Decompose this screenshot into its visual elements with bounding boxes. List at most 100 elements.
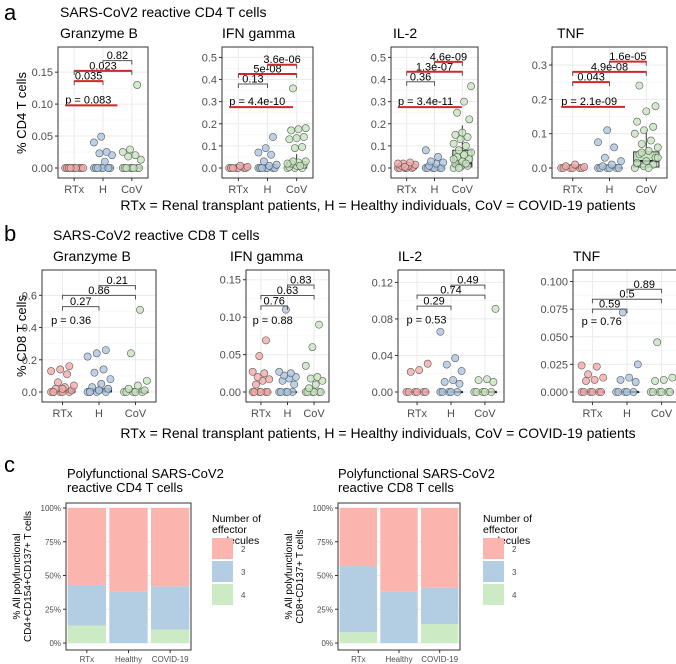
data-point-CoV [283,159,292,168]
x-tick-label: RTx [563,184,583,196]
data-point-RTx [394,159,402,168]
x-tick-label: RTx [64,184,84,196]
y-tick-label: 0% [321,639,333,648]
y-tick-label: 0.3 [371,97,386,109]
data-point-RTx [63,370,71,379]
comparison-bracket [416,305,452,311]
row-a-title: SARS-CoV2 reactive CD4 T cells [60,4,266,20]
comparison-bracket [62,294,136,300]
data-point-CoV [461,159,470,168]
plot-frame [397,269,505,403]
data-point-RTx [252,380,260,389]
x-tick-label: RTx [582,408,602,420]
data-point-RTx [54,378,62,387]
plot-frame [551,46,668,179]
y-tick-label: 0.12 [372,277,393,289]
data-point-CoV [491,304,500,313]
data-point-CoV [637,148,646,157]
data-point-H [258,164,266,172]
y-tick-label: 0.0 [532,163,547,175]
y-tick-label: 0.4 [371,75,386,87]
y-tick-label: 0.0 [371,163,386,175]
data-point-RTx [415,366,424,374]
y-tick-label: 0.08 [372,314,393,326]
data-point-CoV [131,388,140,396]
bar-segment-3-COVID-19 [151,586,190,630]
data-point-CoV [118,148,127,156]
comparison-p-label: 0.21 [107,275,128,287]
scatter-panel-a-2: IL-2 0.0 0.1 0.2 0.3 0.4 0.5 RTx H CoV p = 3.4e-11… [371,25,479,196]
data-point-H [100,157,109,166]
data-point-CoV [449,139,458,148]
bar-segment-3-RTx [339,566,378,633]
comparison-p-label: 0.035 [75,71,103,83]
data-point-CoV [640,126,648,135]
comparison-p-label: 0.13 [242,73,263,85]
bar-segment-3-Healthy [109,591,148,643]
data-point-CoV [467,82,475,91]
comparison-bracket [626,288,663,294]
y-tick-label: 0.1 [532,129,547,141]
chart-title: Polyfunctional SARS-CoV2 [338,466,495,481]
data-point-H [438,388,447,396]
comparison-bracket [450,284,486,290]
data-point-CoV [127,349,135,358]
plot-frame [57,46,149,179]
data-point-RTx [404,388,413,396]
comparison-bracket [416,294,486,300]
scatter-panel-b-1: IFN gamma 0.00 0.05 0.10 0.15 RTx H CoV p = 0.88… [220,248,330,420]
y-tick-label: 0.0 [22,387,37,399]
charts-layer: Granzyme B 0.00 0.05 0.10 0.15 RTx H CoV p = 0.0… [12,25,676,664]
comparison-p-label: 4.6e-09 [430,51,467,63]
y-tick-label: 0.2 [22,355,37,367]
data-point-RTx [263,388,272,396]
comparison-bracket [260,294,315,300]
data-point-CoV [454,164,463,172]
x-tick-label: H [431,184,439,196]
data-point-RTx [599,373,608,382]
y-tick-label: 0.050 [540,332,568,344]
data-point-RTx [79,164,88,172]
comparison-p-label: 4.9e-08 [591,61,628,73]
x-tick-label: CoV [651,408,673,420]
data-point-H [457,367,466,375]
legend-key-4 [212,584,233,605]
x-tick-label: RTx [53,408,73,420]
x-tick-label: H [264,184,272,196]
legend-title: effector [212,524,247,536]
data-point-RTx [597,388,605,396]
data-point-RTx [66,164,75,172]
x-tick-label: RTx [351,655,366,664]
data-point-H [603,126,612,135]
x-tick-label: H [284,408,292,420]
kruskal-p-label: p = 0.76 [582,316,622,328]
y-tick-label: 100% [41,504,61,513]
y-tick-label: 0.025 [540,359,568,371]
y-tick-label: 50% [317,572,333,581]
data-point-RTx [65,362,74,371]
data-point-H [90,138,98,147]
scatter-panel-a-3: TNF 0.0 0.1 0.2 0.3 RTx H CoV p = 2.1e-09 0.0434.… [532,25,668,196]
data-point-CoV [126,145,134,154]
y-tick-label: 0.3 [532,60,547,72]
data-point-CoV [653,338,662,347]
data-point-H [276,388,285,396]
data-point-CoV [133,381,142,390]
plot-frame [221,46,314,179]
x-tick-label: CoV [452,184,474,196]
data-point-H [623,388,631,396]
data-point-RTx [70,381,78,390]
data-point-H [421,146,430,155]
comparison-bracket [591,298,663,304]
data-point-CoV [313,373,322,381]
data-point-RTx [56,365,65,374]
y-tick-label: 0.6 [22,290,37,302]
data-point-RTx [255,352,264,360]
legend-label: 4 [512,591,517,600]
data-point-H [614,164,623,172]
data-point-CoV [140,386,149,395]
y-tick-label: 0.0 [202,163,217,175]
y-tick-label: 0.15 [220,275,241,287]
comparison-p-label: 1.3e-07 [416,61,453,73]
panel-label-b: b [4,221,16,246]
